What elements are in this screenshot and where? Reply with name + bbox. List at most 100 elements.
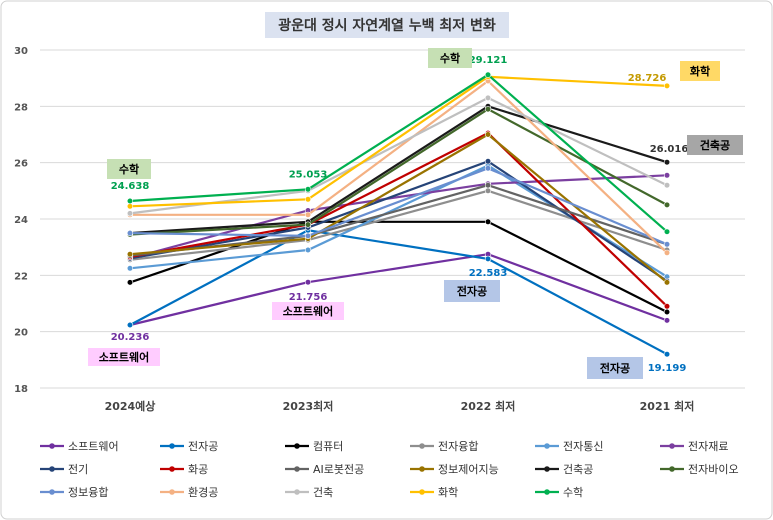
legend-swatch-marker [544, 489, 550, 495]
series-환경공 [126, 77, 671, 256]
series-line [129, 107, 668, 236]
data-point [663, 351, 671, 358]
callout-text: 소프트웨어 [283, 304, 334, 318]
legend-item: 화학 [410, 486, 458, 499]
y-tick-label: 28 [14, 102, 28, 113]
legend-label: 화학 [438, 486, 458, 499]
callout-box [428, 48, 472, 68]
data-point [304, 221, 312, 228]
legend-swatch-marker [669, 443, 675, 449]
data-point [663, 241, 671, 248]
data-label: 28.726 [628, 73, 667, 84]
legend-label: 환경공 [188, 486, 218, 499]
legend-label: 컴퓨터 [313, 440, 343, 453]
legend-swatch-marker [544, 466, 550, 472]
x-tick-label: 2023최저 [283, 399, 334, 413]
legend-swatch-marker [169, 443, 175, 449]
legend-swatch-marker [669, 466, 675, 472]
legend-item: 전자통신 [535, 440, 603, 453]
data-point [484, 165, 492, 172]
data-point [484, 218, 492, 225]
data-label: 21.756 [289, 292, 328, 303]
data-point [304, 186, 312, 193]
data-point [484, 187, 492, 194]
legend-label: 정보융합 [68, 486, 108, 499]
y-tick-label: 30 [14, 46, 28, 57]
series-line [129, 73, 668, 233]
title-box [265, 12, 509, 38]
callout-label: 소프트웨어 [272, 302, 344, 320]
legend-label: 전기 [68, 463, 88, 476]
x-tick-label: 2021 최저 [640, 399, 695, 413]
series-line [130, 79, 668, 254]
data-point [484, 94, 492, 101]
data-label: 22.583 [469, 268, 508, 279]
data-point [484, 131, 492, 138]
data-label: 20.236 [111, 332, 150, 343]
callout-label: 수학 [107, 159, 151, 179]
callout-text: 전자공 [600, 361, 630, 375]
legend-label: 전자융합 [438, 440, 478, 453]
data-point [484, 158, 492, 165]
legend-item: 전기 [40, 463, 88, 476]
series-line [129, 131, 668, 308]
callout-label: 소프트웨어 [88, 348, 160, 366]
series-정보제어지능 [126, 131, 671, 286]
legend-swatch-marker [419, 443, 425, 449]
callout-text: 건축공 [700, 138, 730, 152]
legend-label: 화공 [188, 463, 208, 476]
data-point [126, 279, 134, 286]
data-point [663, 303, 671, 310]
data-point [304, 246, 312, 254]
data-point [126, 203, 134, 210]
legend-item: 화공 [160, 463, 208, 476]
legend-item: 수학 [535, 486, 583, 499]
x-tick-label: 2022 최저 [461, 399, 516, 413]
series-line [129, 229, 668, 356]
legend-item: 전자바이오 [660, 463, 739, 476]
legend-label: 전자바이오 [688, 463, 739, 476]
legend-label: 정보제어지능 [438, 463, 499, 476]
series-line [129, 167, 668, 246]
data-point [126, 197, 134, 205]
callout-box [587, 357, 643, 379]
callout-text: 화학 [690, 64, 710, 78]
data-point [663, 201, 671, 208]
legend-swatch-marker [294, 466, 300, 472]
data-point [663, 159, 671, 166]
legend-swatch-marker [419, 466, 425, 472]
y-tick-label: 18 [14, 384, 28, 395]
data-point [126, 265, 134, 272]
data-label: 25.053 [289, 169, 328, 180]
legend-item: 전자재료 [660, 440, 728, 453]
callout-box [680, 61, 720, 81]
legend-label: 수학 [563, 486, 583, 499]
data-point [663, 172, 671, 179]
legend-swatch-marker [419, 489, 425, 495]
data-point [304, 232, 312, 239]
data-label: 19.199 [648, 363, 687, 374]
callout-text: 전자공 [457, 284, 487, 298]
legend-item: 환경공 [160, 486, 218, 499]
callout-label: 전자공 [587, 357, 643, 379]
data-point [126, 251, 134, 258]
legend-label: 전자재료 [688, 440, 728, 453]
data-label: 24.638 [111, 181, 150, 192]
series-수학 [126, 71, 671, 235]
y-tick-label: 20 [14, 328, 28, 339]
data-point [484, 106, 492, 113]
data-point [126, 210, 134, 217]
legend-item: AI로봇전공 [285, 463, 364, 476]
data-point [663, 182, 671, 189]
legend-swatch-marker [49, 466, 55, 472]
legend-item: 소프트웨어 [40, 440, 119, 453]
y-tick-label: 26 [14, 159, 28, 170]
data-point [484, 71, 492, 78]
callout-label: 수학 [428, 48, 472, 68]
legend-label: 건축공 [563, 463, 593, 476]
legend-item: 정보융합 [40, 486, 108, 499]
data-point [484, 255, 492, 263]
